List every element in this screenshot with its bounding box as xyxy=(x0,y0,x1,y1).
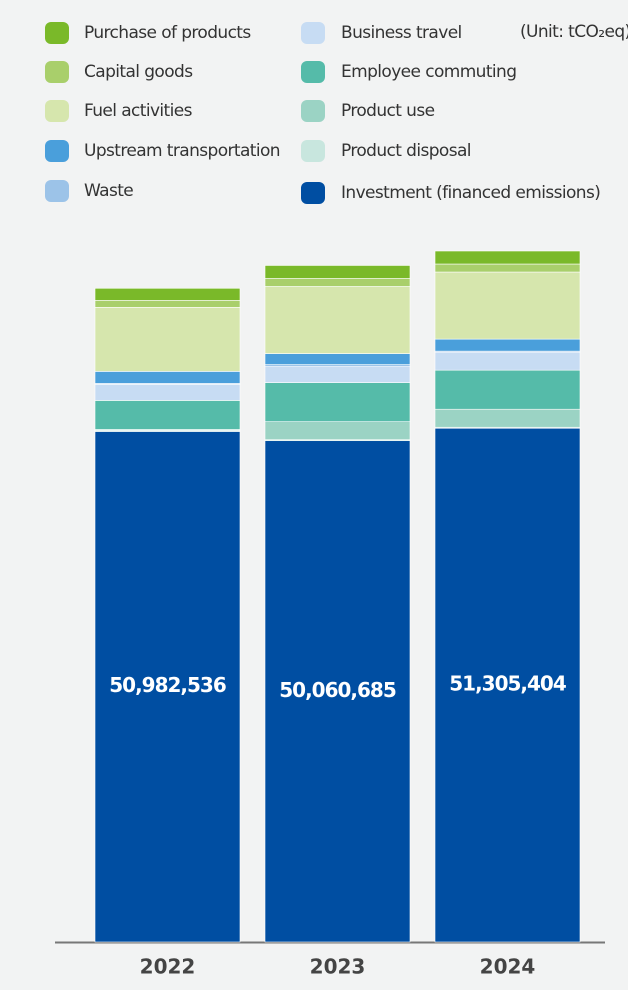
bar-segment xyxy=(94,384,241,401)
legend-swatch xyxy=(45,100,69,122)
x-tick-label: 2023 xyxy=(310,955,366,979)
bar-segment xyxy=(434,408,581,428)
legend-swatch xyxy=(45,22,69,44)
bar-segment xyxy=(434,271,581,340)
bar-segment xyxy=(434,338,581,352)
value-label: 50,060,685 xyxy=(279,678,396,702)
bar-segment xyxy=(434,250,581,265)
legend-swatch xyxy=(45,140,69,162)
legend-swatch xyxy=(301,61,325,83)
legend-label: Upstream transportation xyxy=(84,141,280,161)
bar-segment xyxy=(264,278,411,287)
bar-segment xyxy=(434,263,581,273)
legend-label: Employee commuting xyxy=(341,62,516,82)
unit-note: (Unit: tCO₂eq) xyxy=(520,22,628,42)
bar-segment xyxy=(264,364,411,367)
bar-segment xyxy=(94,299,241,308)
legend-label: Capital goods xyxy=(84,62,193,82)
bar-segment xyxy=(264,286,411,354)
legend-label: Product use xyxy=(341,101,435,121)
bar-segment xyxy=(434,369,581,410)
legend-swatch xyxy=(45,61,69,83)
bar-segment xyxy=(434,351,581,371)
legend-swatch xyxy=(301,22,325,44)
bar-segment xyxy=(264,421,411,441)
legend-label: Business travel xyxy=(341,23,462,43)
legend-label: Product disposal xyxy=(341,141,471,161)
bar-segment xyxy=(264,440,411,943)
bar-segment xyxy=(264,366,411,383)
value-label: 50,982,536 xyxy=(109,673,226,697)
legend-label: Fuel activities xyxy=(84,101,193,121)
bar-segment xyxy=(264,353,411,365)
legend-label: Waste xyxy=(84,181,133,201)
x-tick-label: 2024 xyxy=(480,955,536,979)
bar-segment xyxy=(94,307,241,372)
legend-label: Investment (financed emissions) xyxy=(341,183,600,203)
bar-segment xyxy=(94,287,241,301)
bar-segment xyxy=(94,400,241,430)
bar-segment xyxy=(264,382,411,422)
value-label: 51,305,404 xyxy=(449,672,566,696)
legend-label: Purchase of products xyxy=(84,23,251,43)
bar-segment xyxy=(434,427,581,943)
legend-swatch xyxy=(301,100,325,122)
bar-segment xyxy=(94,371,241,384)
x-tick-label: 2022 xyxy=(140,955,196,979)
bar-segment xyxy=(94,431,241,943)
legend-swatch xyxy=(301,140,325,162)
bar-segment xyxy=(264,265,411,279)
legend-swatch xyxy=(45,180,69,202)
legend-swatch xyxy=(301,182,325,204)
